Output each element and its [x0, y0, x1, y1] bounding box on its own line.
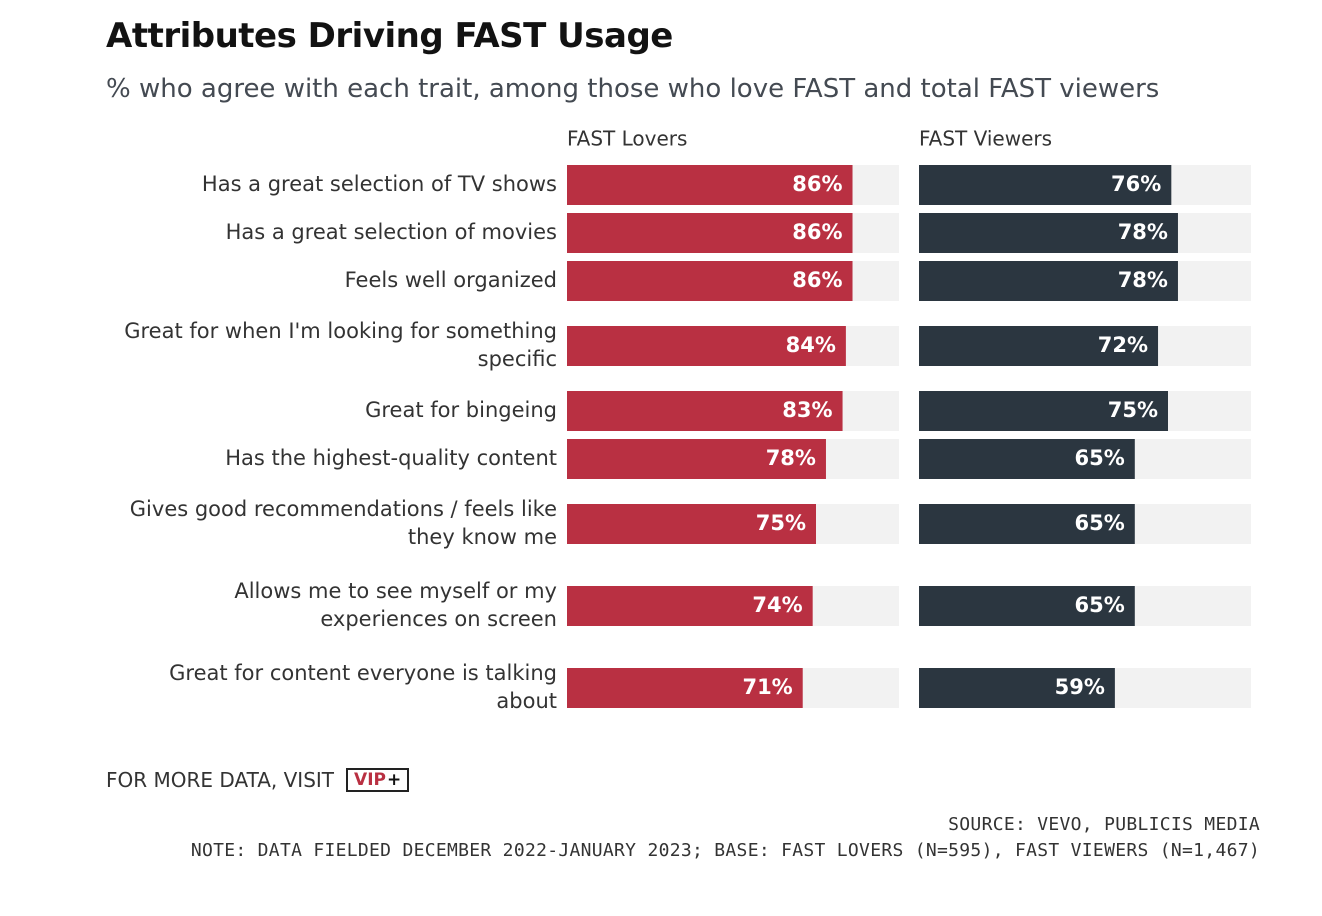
- chart-subtitle: % who agree with each trait, among those…: [106, 74, 1160, 104]
- bar-value-label: 78%: [1118, 268, 1168, 292]
- bar-1: [919, 326, 1159, 366]
- bar-0: [567, 261, 853, 301]
- more-data-link[interactable]: FOR MORE DATA, VISIT VIP +: [106, 768, 410, 792]
- bar-0: [567, 391, 843, 431]
- bar-value-label: 59%: [1055, 675, 1105, 699]
- bar-value-label: 86%: [792, 268, 842, 292]
- bar-value-label: 83%: [782, 398, 832, 422]
- bar-value-label: 71%: [742, 675, 792, 699]
- bar-value-label: 75%: [1108, 398, 1158, 422]
- bar-value-label: 65%: [1075, 511, 1125, 535]
- bar-1: [919, 439, 1135, 479]
- category-label: Has a great selection of movies: [226, 220, 557, 244]
- bar-0: [567, 326, 846, 366]
- bar-value-label: 78%: [766, 446, 816, 470]
- bar-1: [919, 504, 1135, 544]
- visit-text: FOR MORE DATA, VISIT: [106, 768, 335, 792]
- bar-1: [919, 261, 1178, 301]
- category-label: about: [496, 689, 557, 713]
- bar-0: [567, 439, 826, 479]
- bar-1: [919, 165, 1172, 205]
- category-label: specific: [478, 347, 557, 371]
- category-label: Allows me to see myself or my: [234, 579, 557, 603]
- category-label: Great for content everyone is talking: [169, 661, 557, 685]
- bar-value-label: 76%: [1111, 172, 1161, 196]
- bar-value-label: 72%: [1098, 333, 1148, 357]
- category-label: Great for bingeing: [365, 398, 557, 422]
- bar-chart: FAST Lovers FAST Viewers Has a great selec…: [124, 127, 1251, 713]
- series-header-1: FAST Viewers: [919, 127, 1052, 151]
- category-label: experiences on screen: [320, 607, 557, 631]
- category-label: Gives good recommendations / feels like: [130, 497, 557, 521]
- vip-plus-logo[interactable]: VIP +: [346, 768, 410, 792]
- bar-value-label: 84%: [786, 333, 836, 357]
- category-label: Feels well organized: [345, 268, 557, 292]
- bar-0: [567, 213, 853, 253]
- bar-0: [567, 504, 816, 544]
- bar-value-label: 65%: [1075, 446, 1125, 470]
- vip-logo-text: VIP: [354, 770, 386, 790]
- category-label: Has a great selection of TV shows: [202, 172, 557, 196]
- category-label: Has the highest-quality content: [225, 446, 557, 470]
- series-header-0: FAST Lovers: [567, 127, 687, 151]
- note-text: NOTE: DATA FIELDED DECEMBER 2022-JANUARY…: [190, 840, 1260, 861]
- bar-1: [919, 668, 1115, 708]
- bar-value-label: 74%: [752, 593, 802, 617]
- bar-value-label: 65%: [1075, 593, 1125, 617]
- plus-icon: +: [386, 770, 402, 790]
- bar-value-label: 78%: [1118, 220, 1168, 244]
- bar-0: [567, 165, 853, 205]
- category-label: Great for when I'm looking for something: [124, 319, 557, 343]
- source-text: SOURCE: VEVO, PUBLICIS MEDIA: [948, 814, 1260, 835]
- bar-value-label: 86%: [792, 220, 842, 244]
- bar-1: [919, 586, 1135, 626]
- category-label: they know me: [408, 525, 557, 549]
- bar-1: [919, 213, 1178, 253]
- bar-1: [919, 391, 1168, 431]
- bar-0: [567, 586, 813, 626]
- bar-value-label: 86%: [792, 172, 842, 196]
- bar-value-label: 75%: [756, 511, 806, 535]
- source-block: SOURCE: VEVO, PUBLICIS MEDIA NOTE: DATA …: [140, 812, 1260, 864]
- bar-0: [567, 668, 803, 708]
- chart-title: Attributes Driving FAST Usage: [106, 16, 673, 56]
